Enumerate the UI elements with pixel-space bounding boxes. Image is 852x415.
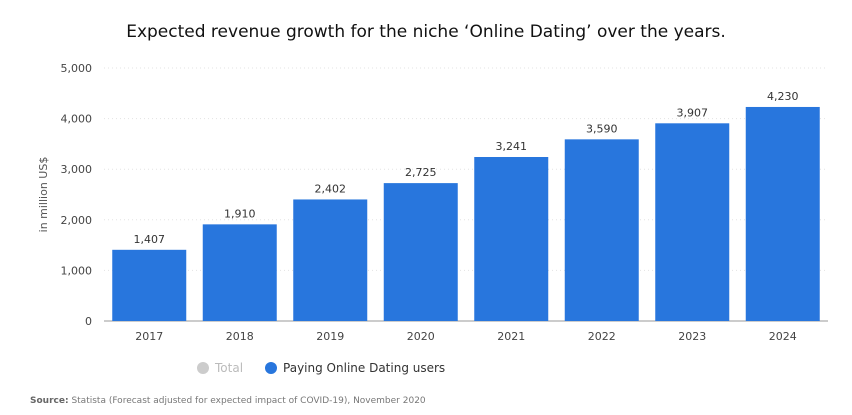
y-tick-label: 4,000 bbox=[61, 113, 93, 126]
y-axis-label: in million US$ bbox=[37, 157, 50, 233]
bar[interactable] bbox=[655, 123, 730, 321]
data-label: 2,402 bbox=[315, 182, 347, 195]
bars bbox=[112, 106, 820, 321]
y-axis-ticks: 0 1,000 2,000 3,000 4,000 5,000 bbox=[61, 62, 93, 328]
bar[interactable] bbox=[293, 199, 368, 321]
x-tick-label: 2019 bbox=[316, 330, 344, 343]
x-axis-ticks: 2017 2018 2019 2020 2021 2022 2023 2024 bbox=[135, 330, 797, 343]
y-tick-label: 0 bbox=[85, 315, 92, 328]
source-text: Statista (Forecast adjusted for expected… bbox=[71, 396, 426, 406]
data-label: 4,230 bbox=[767, 90, 799, 103]
data-labels: 1,407 1,910 2,402 2,725 3,241 3,590 3,907 4,230 bbox=[134, 90, 799, 246]
data-label: 3,241 bbox=[496, 140, 528, 153]
legend-item-paying[interactable]: Paying Online Dating users bbox=[265, 361, 445, 375]
legend-item-total[interactable]: Total bbox=[197, 361, 243, 375]
legend-swatch-total bbox=[197, 362, 209, 374]
x-tick-label: 2022 bbox=[588, 330, 616, 343]
data-label: 3,907 bbox=[677, 106, 709, 119]
data-label: 1,407 bbox=[134, 233, 166, 246]
data-label: 2,725 bbox=[405, 166, 437, 179]
legend-label-paying: Paying Online Dating users bbox=[283, 361, 446, 375]
y-tick-label: 5,000 bbox=[61, 62, 93, 75]
bar[interactable] bbox=[202, 224, 277, 321]
bar[interactable] bbox=[112, 249, 187, 321]
source-prefix: Source: bbox=[30, 396, 69, 406]
bar[interactable] bbox=[745, 106, 820, 321]
bar-chart: 0 1,000 2,000 3,000 4,000 5,000 1,407 1,910 2,4… bbox=[37, 62, 828, 343]
x-tick-label: 2024 bbox=[769, 330, 797, 343]
data-label: 1,910 bbox=[224, 207, 256, 220]
y-tick-label: 1,000 bbox=[61, 264, 93, 277]
x-tick-label: 2017 bbox=[135, 330, 163, 343]
bar[interactable] bbox=[474, 157, 549, 321]
x-tick-label: 2020 bbox=[407, 330, 435, 343]
x-tick-label: 2021 bbox=[497, 330, 525, 343]
source-note: Source: Statista (Forecast adjusted for … bbox=[30, 396, 426, 406]
bar[interactable] bbox=[564, 139, 639, 321]
y-tick-label: 3,000 bbox=[61, 163, 93, 176]
legend: Total Paying Online Dating users bbox=[197, 361, 467, 375]
bar[interactable] bbox=[383, 183, 458, 321]
data-label: 3,590 bbox=[586, 122, 618, 135]
legend-label-total: Total bbox=[215, 361, 244, 375]
legend-swatch-paying bbox=[265, 362, 278, 374]
x-tick-label: 2023 bbox=[678, 330, 706, 343]
y-tick-label: 2,000 bbox=[61, 214, 93, 227]
chart-title: Expected revenue growth for the niche ‘O… bbox=[126, 22, 726, 42]
x-tick-label: 2018 bbox=[226, 330, 254, 343]
